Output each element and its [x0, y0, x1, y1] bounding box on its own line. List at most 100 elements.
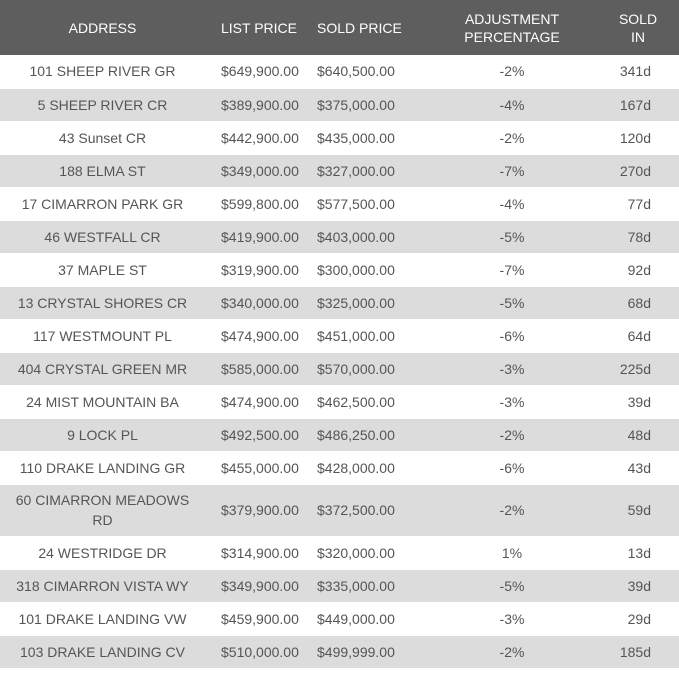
address-cell: 43 Sunset CR [58, 129, 147, 146]
list-price-cell: $474,900.00 [221, 393, 299, 410]
list-price-cell: $379,900.00 [221, 502, 299, 518]
adjustment-cell: -5% [499, 577, 525, 594]
address-cell: 103 DRAKE LANDING CV [20, 643, 185, 660]
list-price-cell: $349,000.00 [221, 162, 299, 179]
sold-in-cell: 78d [627, 228, 651, 245]
adjustment-cell: 1% [501, 544, 523, 561]
list-price-cell: $510,000.00 [221, 643, 299, 660]
address-cell: 9 LOCK PL [67, 426, 138, 443]
sold-price-cell: $375,000.00 [317, 96, 395, 113]
sold-price-cell: $327,000.00 [317, 162, 395, 179]
adjustment-cell: -2% [499, 502, 525, 518]
column-header-sold-in: SOLD IN [597, 0, 679, 55]
address-cell: 117 WESTMOUNT PL [33, 327, 172, 344]
sold-price-cell: $499,999.00 [317, 643, 395, 660]
table-row: 404 CRYSTAL GREEN MR $585,000.00 $570,000.… [0, 352, 679, 385]
adjustment-cell: -2% [499, 426, 525, 443]
sold-price-cell: $428,000.00 [317, 459, 395, 476]
address-cell: 24 MIST MOUNTAIN BA [26, 393, 179, 410]
adjustment-cell: -3% [499, 393, 525, 410]
sold-in-cell: 29d [627, 610, 651, 627]
sold-in-cell: 43d [627, 459, 651, 476]
sold-in-cell: 341d [619, 63, 651, 80]
sold-in-cell: 270d [619, 162, 651, 179]
column-header-sold-price: SOLD PRICE [317, 19, 402, 36]
adjustment-cell: -6% [499, 327, 525, 344]
list-price-cell: $585,000.00 [221, 360, 299, 377]
table-row: 37 MAPLE ST $319,900.00 $300,000.00 -7% 92d [0, 253, 679, 286]
address-cell: 404 CRYSTAL GREEN MR [17, 360, 188, 377]
adjustment-cell: -3% [499, 610, 525, 627]
table-row: 24 WESTRIDGE DR $314,900.00 $320,000.00 1% 1… [0, 536, 679, 569]
address-cell: 37 MAPLE ST [58, 261, 147, 278]
sold-in-cell: 167d [619, 96, 651, 113]
sold-price-cell: $451,000.00 [317, 327, 395, 344]
list-price-cell: $442,900.00 [221, 129, 299, 146]
sold-in-cell: 92d [627, 261, 651, 278]
sold-in-header-line1: SOLD [618, 10, 658, 27]
column-header-adjustment-percentage: ADJUSTMENT PERCENTAGE [427, 0, 597, 55]
column-header-address: ADDRESS [68, 19, 137, 36]
sold-in-cell: 13d [627, 544, 651, 561]
table-row: 101 DRAKE LANDING VW $459,900.00 $449,000.… [0, 602, 679, 635]
sold-price-cell: $320,000.00 [317, 544, 395, 561]
list-price-cell: $599,800.00 [221, 195, 299, 212]
sold-in-cell: 68d [627, 294, 651, 311]
sold-price-cell: $325,000.00 [317, 294, 395, 311]
adjustment-cell: -3% [499, 360, 525, 377]
list-price-cell: $314,900.00 [221, 544, 299, 561]
adjustment-cell: -5% [499, 294, 525, 311]
sold-price-cell: $372,500.00 [317, 502, 395, 518]
table-row: 13 CRYSTAL SHORES CR $340,000.00 $325,000.… [0, 286, 679, 319]
sold-price-cell: $640,500.00 [317, 63, 395, 80]
adjustment-cell: -7% [499, 261, 525, 278]
sold-price-cell: $300,000.00 [317, 261, 395, 278]
list-price-cell: $455,000.00 [221, 459, 299, 476]
sold-in-cell: 77d [627, 195, 651, 212]
adjustment-cell: -2% [499, 643, 525, 660]
list-price-cell: $349,900.00 [221, 577, 299, 594]
sold-price-cell: $486,250.00 [317, 426, 395, 443]
table-body: 101 SHEEP RIVER GR $649,900.00 $640,500.00… [0, 55, 679, 668]
address-cell: 13 CRYSTAL SHORES CR [17, 294, 188, 311]
sold-in-cell: 59d [627, 502, 651, 518]
address-cell: 24 WESTRIDGE DR [38, 544, 167, 561]
table-row: 103 DRAKE LANDING CV $510,000.00 $499,999.… [0, 635, 679, 668]
address-cell: 318 CIMARRON VISTA WY [16, 577, 189, 594]
adjustment-header-line1: ADJUSTMENT [464, 10, 560, 27]
adjustment-cell: -4% [499, 195, 525, 212]
list-price-cell: $474,900.00 [221, 327, 299, 344]
table-row: 101 SHEEP RIVER GR $649,900.00 $640,500.00… [0, 55, 679, 88]
table-row: 117 WESTMOUNT PL $474,900.00 $451,000.00 -6… [0, 319, 679, 352]
sold-in-header-line2: IN [631, 28, 645, 45]
address-cell: 101 SHEEP RIVER GR [29, 63, 176, 80]
address-cell: 17 CIMARRON PARK GR [21, 195, 184, 212]
sold-in-cell: 48d [627, 426, 651, 443]
table-row: 188 ELMA ST $349,000.00 $327,000.00 -7% 270d [0, 154, 679, 187]
adjustment-cell: -2% [499, 63, 525, 80]
list-price-cell: $389,900.00 [221, 96, 299, 113]
adjustment-cell: -5% [499, 228, 525, 245]
sold-in-cell: 39d [627, 577, 651, 594]
address-cell: 5 SHEEP RIVER CR [37, 96, 168, 113]
sold-in-cell: 39d [627, 393, 651, 410]
list-price-cell: $649,900.00 [221, 63, 299, 80]
sold-price-cell: $570,000.00 [317, 360, 395, 377]
list-price-cell: $492,500.00 [221, 426, 299, 443]
address-cell: 101 DRAKE LANDING VW [18, 610, 187, 627]
sold-price-cell: $462,500.00 [317, 393, 395, 410]
sold-price-cell: $577,500.00 [317, 195, 395, 212]
sold-price-cell: $335,000.00 [317, 577, 395, 594]
sold-in-cell: 64d [627, 327, 651, 344]
table-row: 110 DRAKE LANDING GR $455,000.00 $428,000.… [0, 451, 679, 484]
list-price-cell: $319,900.00 [221, 261, 299, 278]
list-price-cell: $340,000.00 [221, 294, 299, 311]
table-row: 318 CIMARRON VISTA WY $349,900.00 $335,000… [0, 569, 679, 602]
address-cell: 110 DRAKE LANDING GR [19, 459, 186, 476]
table-row: 17 CIMARRON PARK GR $599,800.00 $577,500.0… [0, 187, 679, 220]
list-price-cell: $459,900.00 [221, 610, 299, 627]
adjustment-cell: -6% [499, 459, 525, 476]
sold-in-cell: 120d [619, 129, 651, 146]
table-row: 46 WESTFALL CR $419,900.00 $403,000.00 -5% 7… [0, 220, 679, 253]
adjustment-cell: -7% [499, 162, 525, 179]
